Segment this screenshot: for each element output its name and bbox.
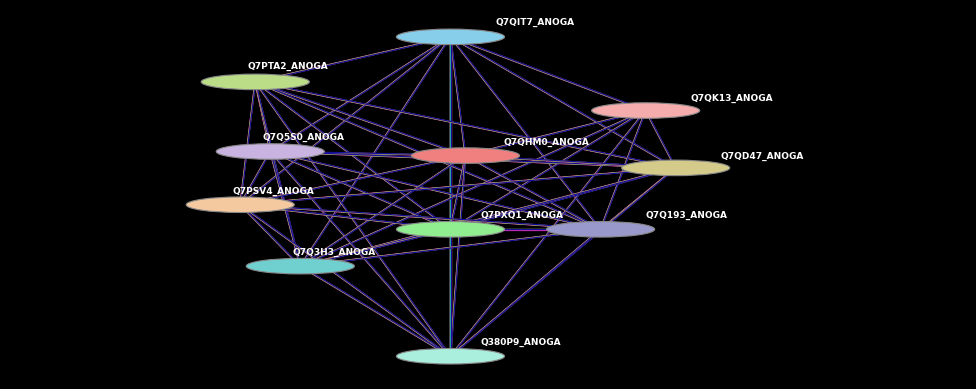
Text: Q7QIT7_ANOGA: Q7QIT7_ANOGA	[496, 18, 575, 26]
Ellipse shape	[622, 160, 730, 176]
Text: Q7PSV4_ANOGA: Q7PSV4_ANOGA	[232, 187, 314, 196]
Ellipse shape	[412, 148, 519, 163]
Text: Q7Q3H3_ANOGA: Q7Q3H3_ANOGA	[293, 248, 376, 257]
Text: Q7PTA2_ANOGA: Q7PTA2_ANOGA	[248, 62, 329, 71]
Ellipse shape	[217, 144, 324, 159]
Ellipse shape	[396, 29, 505, 45]
Ellipse shape	[591, 103, 700, 118]
Text: Q7QD47_ANOGA: Q7QD47_ANOGA	[720, 151, 804, 161]
Ellipse shape	[396, 221, 505, 237]
Text: Q380P9_ANOGA: Q380P9_ANOGA	[480, 338, 561, 347]
Text: Q7PXQ1_ANOGA: Q7PXQ1_ANOGA	[480, 211, 563, 220]
Ellipse shape	[547, 221, 655, 237]
Text: Q7Q193_ANOGA: Q7Q193_ANOGA	[646, 211, 728, 220]
Ellipse shape	[186, 197, 295, 212]
Ellipse shape	[396, 349, 505, 364]
Text: Q7QHM0_ANOGA: Q7QHM0_ANOGA	[503, 137, 589, 147]
Ellipse shape	[201, 74, 309, 90]
Ellipse shape	[246, 258, 354, 274]
Text: Q7QK13_ANOGA: Q7QK13_ANOGA	[691, 94, 773, 103]
Text: Q7Q5S0_ANOGA: Q7Q5S0_ANOGA	[263, 133, 345, 142]
